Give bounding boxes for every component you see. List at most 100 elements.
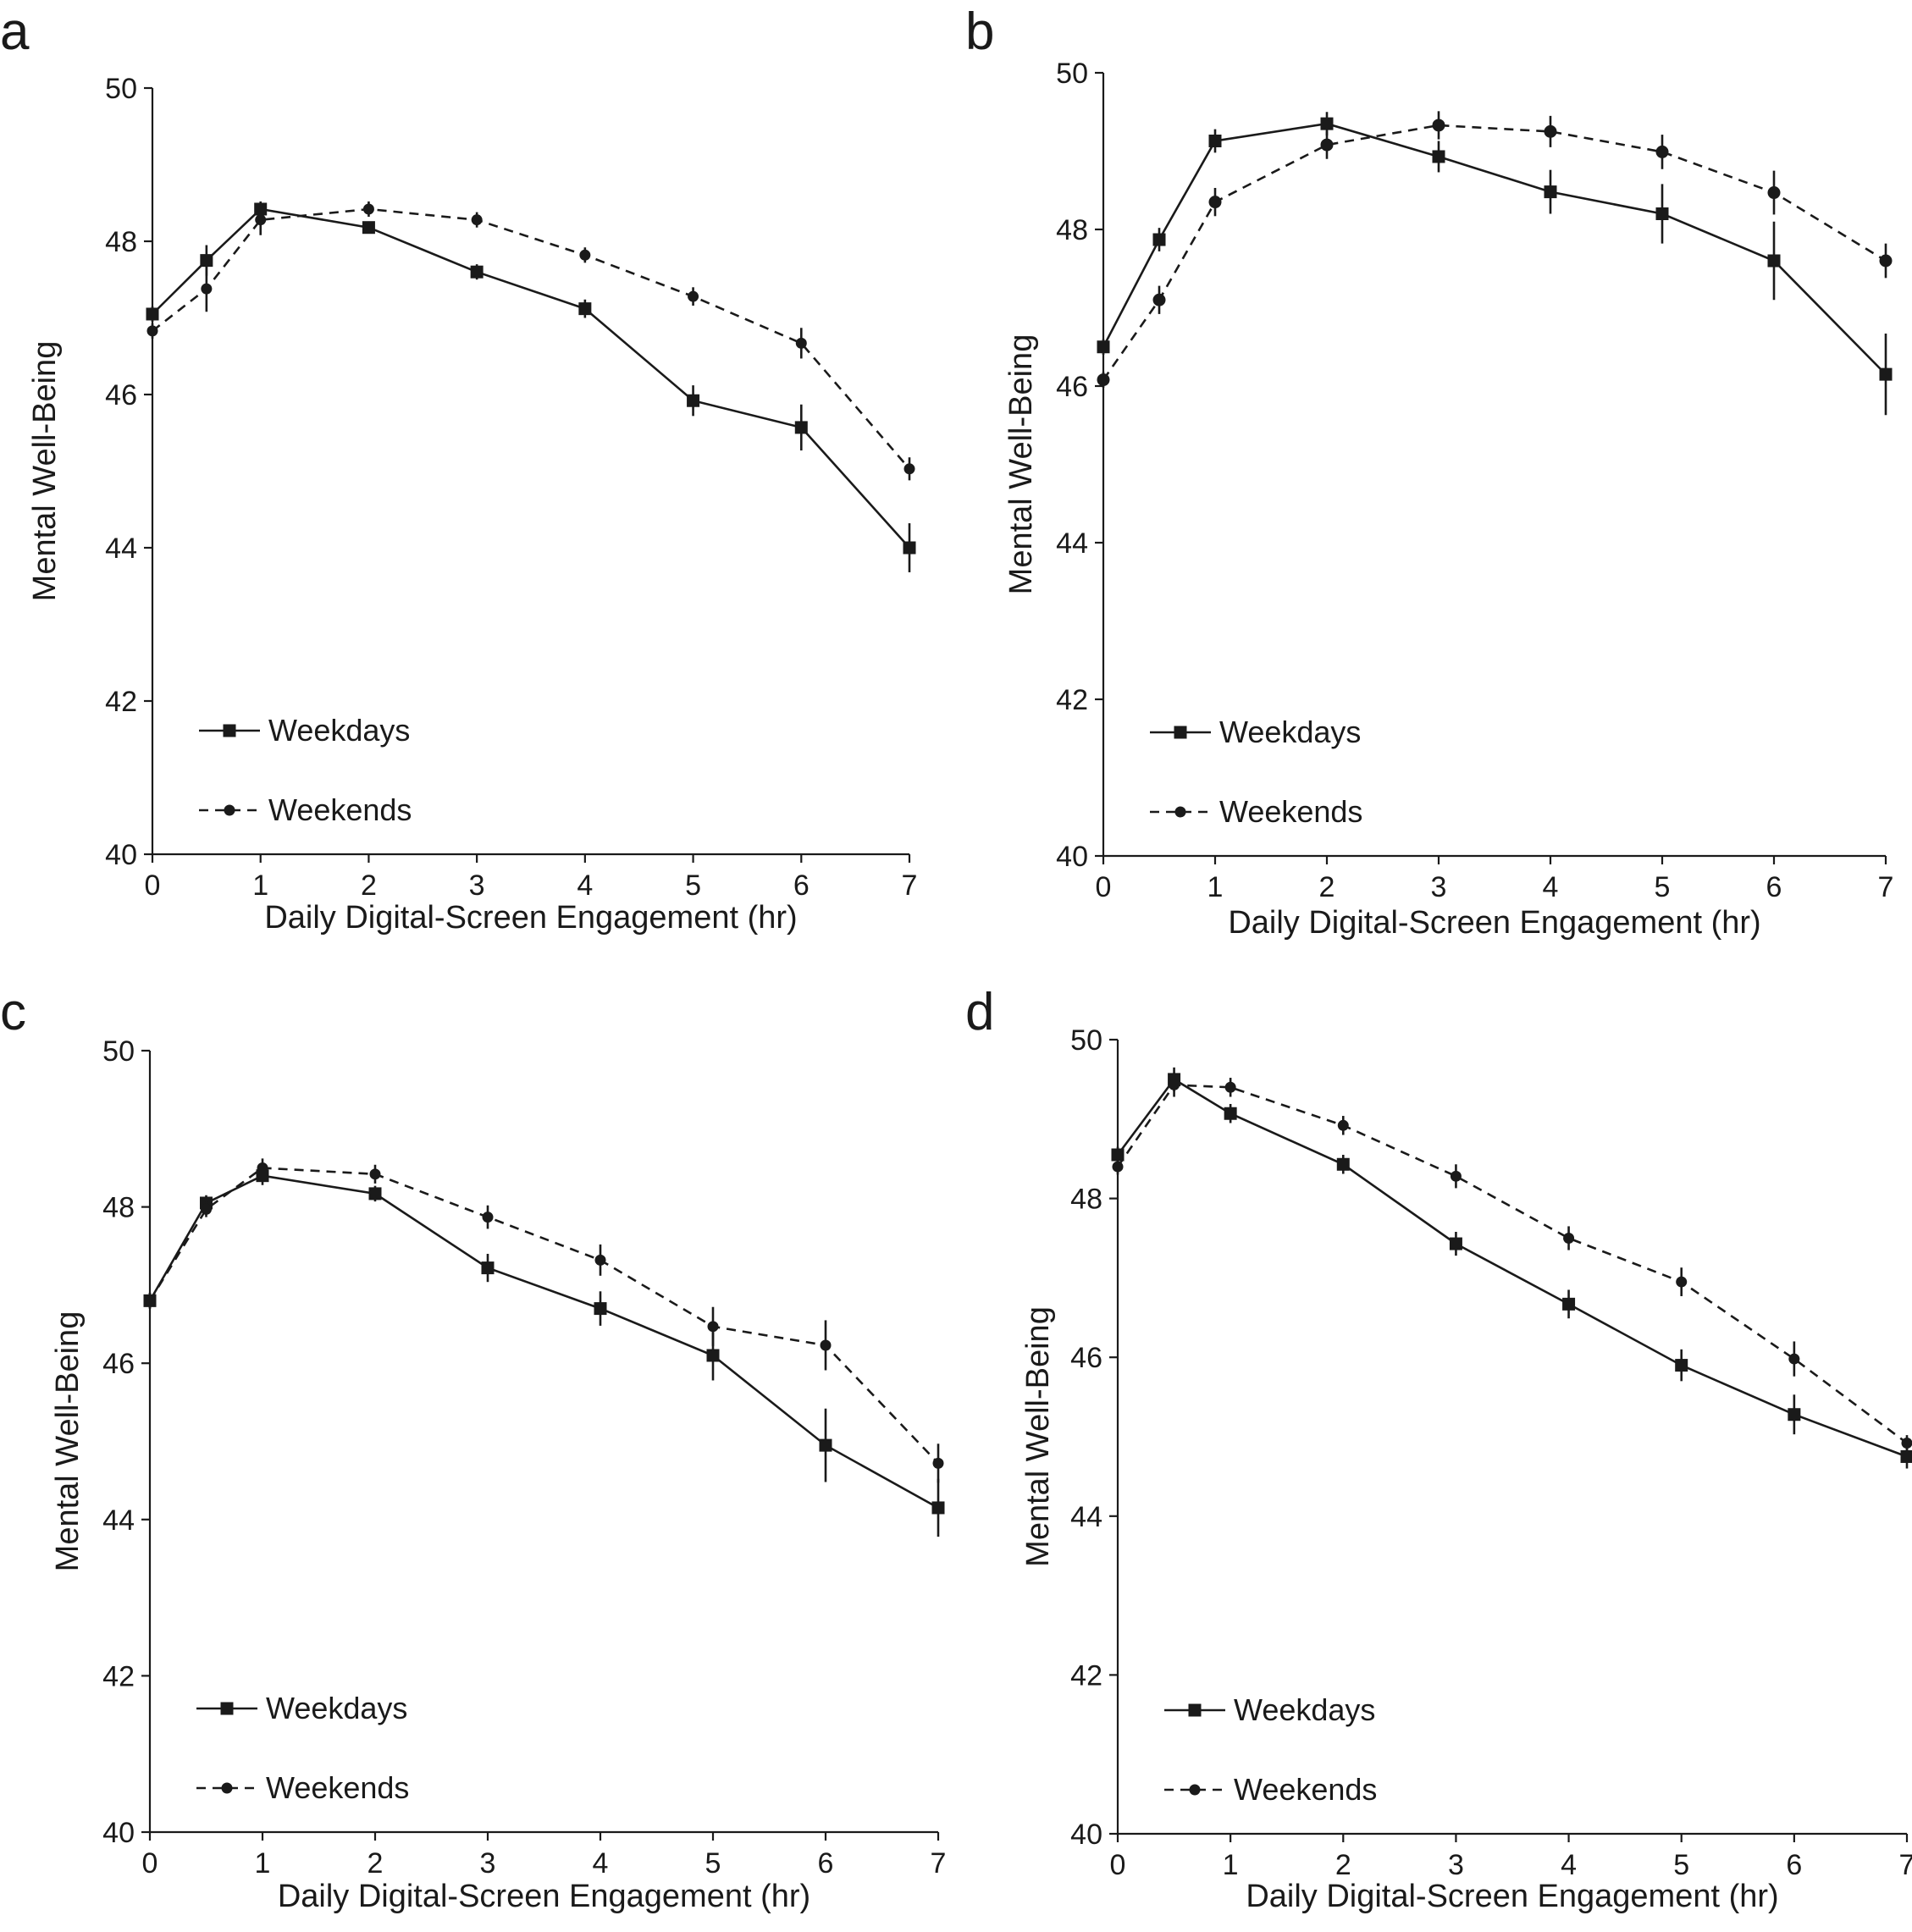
data-point (369, 1168, 381, 1180)
x-tick-label: 6 (793, 869, 810, 902)
data-point (368, 1187, 382, 1201)
x-tick-label: 1 (255, 1847, 271, 1880)
y-tick-label: 50 (1056, 58, 1088, 90)
y-tick-label: 42 (102, 1660, 135, 1692)
data-point (1208, 134, 1222, 147)
y-axis-title: Mental Well-Being (1020, 1306, 1056, 1567)
data-point (201, 1203, 212, 1215)
y-tick-label: 42 (1070, 1659, 1102, 1692)
data-point (594, 1254, 606, 1266)
y-tick-label: 50 (105, 73, 137, 105)
data-point (1152, 293, 1166, 306)
data-point (481, 1261, 495, 1275)
y-tick-label: 40 (105, 839, 137, 871)
y-axis-title: Mental Well-Being (27, 341, 63, 602)
y-tick-label: 44 (1056, 527, 1088, 560)
data-point (1655, 207, 1669, 220)
data-point (1336, 1157, 1350, 1171)
x-tick-label: 2 (1319, 871, 1335, 903)
y-tick-label: 40 (1070, 1819, 1102, 1851)
legend-entry: Weekends (199, 792, 412, 827)
data-point (1111, 1148, 1125, 1162)
legend-label: Weekdays (268, 713, 410, 748)
data-point (1788, 1408, 1801, 1421)
y-tick-label: 48 (105, 226, 137, 258)
series-weekends (144, 1158, 944, 1483)
data-point (594, 1302, 607, 1316)
x-tick-label: 6 (1786, 1849, 1802, 1881)
legend-label: Weekends (268, 792, 412, 827)
data-point (707, 1321, 719, 1333)
y-tick-label: 44 (102, 1504, 135, 1537)
legend-entry: Weekdays (199, 713, 410, 748)
legend-marker (221, 1782, 233, 1794)
x-axis-title: Daily Digital-Screen Engagement (hr) (264, 900, 797, 936)
y-tick-label: 48 (1070, 1184, 1102, 1216)
x-tick-label: 1 (252, 869, 268, 902)
series-weekdays (143, 1166, 945, 1537)
series-weekdays (1097, 112, 1893, 416)
data-point (1544, 124, 1557, 138)
panel-letter: d (965, 983, 994, 1041)
series-weekdays (1111, 1067, 1912, 1469)
x-tick-label: 2 (367, 1847, 384, 1880)
x-tick-label: 7 (902, 869, 918, 902)
x-tick-label: 0 (142, 1847, 158, 1880)
y-tick-label: 44 (1070, 1501, 1102, 1533)
series-line (1116, 1078, 1908, 1458)
x-tick-label: 6 (1766, 871, 1782, 903)
legend-marker (1189, 1784, 1201, 1796)
series-line (1102, 122, 1887, 376)
series-line (1116, 1084, 1908, 1444)
data-point (820, 1339, 832, 1351)
x-axis-title: Daily Digital-Screen Engagement (hr) (1228, 905, 1760, 941)
x-tick-label: 1 (1223, 1849, 1239, 1881)
legend-entry: Weekends (1164, 1772, 1377, 1807)
data-point (1432, 119, 1445, 132)
data-point (1788, 1353, 1800, 1365)
series-weekdays (146, 201, 916, 572)
data-point (687, 394, 700, 407)
x-tick-label: 2 (1335, 1849, 1351, 1881)
x-tick-label: 7 (1878, 871, 1894, 903)
data-point (362, 221, 375, 235)
data-point (257, 1162, 268, 1173)
data-point (146, 325, 158, 337)
data-point (471, 214, 483, 226)
x-tick-label: 5 (685, 869, 701, 902)
data-point (1675, 1359, 1688, 1372)
y-tick-label: 48 (1056, 214, 1088, 246)
series-weekends (1112, 1073, 1912, 1451)
y-tick-label: 48 (102, 1192, 135, 1224)
data-point (1450, 1170, 1462, 1182)
data-point (255, 214, 267, 226)
x-tick-label: 5 (705, 1847, 721, 1880)
data-point (688, 290, 699, 302)
y-tick-label: 50 (102, 1035, 135, 1068)
x-tick-label: 7 (1899, 1849, 1912, 1881)
y-tick-label: 42 (1056, 684, 1088, 716)
legend-label: Weekdays (1234, 1692, 1375, 1727)
y-tick-label: 40 (102, 1817, 135, 1849)
data-point (794, 421, 808, 434)
panel-letter: c (0, 983, 26, 1041)
legend-label: Weekdays (266, 1691, 407, 1725)
panel-c: c 40 42 44 46 48 50 0 1 2 3 4 5 6 7 Daily Digital-Scree… (0, 983, 946, 1914)
legend-marker (223, 724, 236, 737)
data-point (1224, 1081, 1236, 1093)
data-point (1676, 1276, 1688, 1288)
x-tick-label: 3 (480, 1847, 496, 1880)
series-line (152, 207, 910, 549)
y-tick-label: 46 (105, 379, 137, 411)
x-tick-label: 3 (1448, 1849, 1464, 1881)
legend-marker (1174, 806, 1186, 818)
panel-letter: a (0, 3, 30, 61)
x-tick-label: 4 (593, 1847, 609, 1880)
data-point (362, 203, 374, 215)
x-tick-label: 7 (931, 1847, 947, 1880)
x-tick-label: 5 (1655, 871, 1671, 903)
data-point (470, 265, 484, 279)
y-tick-label: 50 (1070, 1024, 1102, 1057)
y-axis-title: Mental Well-Being (1003, 334, 1039, 595)
data-point (795, 337, 807, 349)
